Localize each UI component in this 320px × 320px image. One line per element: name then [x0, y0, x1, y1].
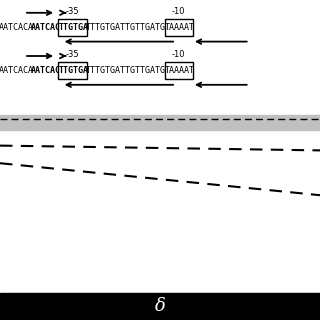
Bar [0, 293, 320, 320]
Text: TTGTGA: TTGTGA [59, 23, 89, 32]
Bar [58, 19, 87, 36]
Text: -35: -35 [66, 7, 79, 16]
Bar [58, 62, 87, 79]
Text: TTGTGA: TTGTGA [59, 66, 89, 75]
Text: TTTGTGATTGTTGATGA: TTTGTGATTGTTGATGA [86, 66, 171, 75]
Text: TAAAAT: TAAAAT [165, 23, 195, 32]
Bar [164, 62, 193, 79]
Text: TAAAAT: TAAAAT [165, 66, 195, 75]
Text: AATCACA: AATCACA [0, 23, 33, 32]
Text: AATCAC: AATCAC [31, 23, 61, 32]
Text: AATCACA: AATCACA [0, 66, 33, 75]
Bar [164, 19, 193, 36]
Text: AATCAC: AATCAC [31, 66, 61, 75]
Text: TTTGTGATTGTTGATGA: TTTGTGATTGTTGATGA [86, 23, 171, 32]
Text: -10: -10 [172, 7, 186, 16]
Text: -35: -35 [66, 50, 79, 59]
Text: δ: δ [155, 297, 165, 316]
Bar [0, 115, 320, 130]
Text: -10: -10 [172, 50, 186, 59]
